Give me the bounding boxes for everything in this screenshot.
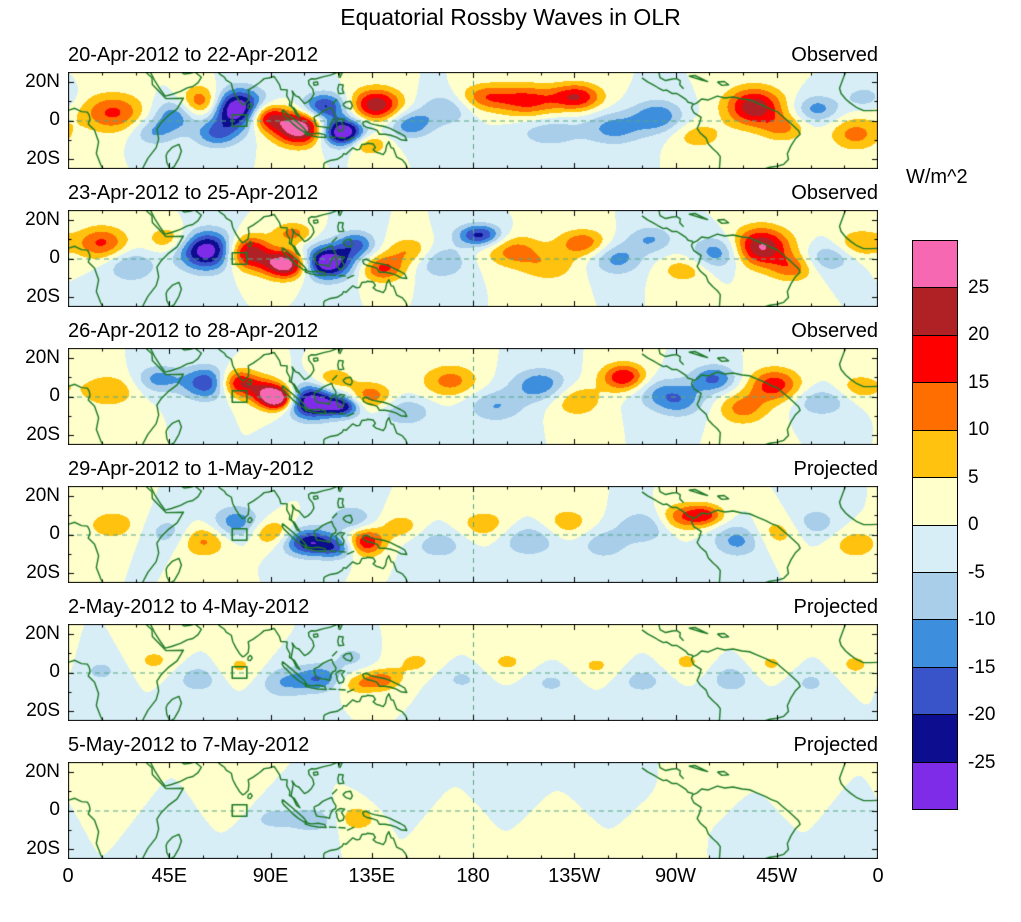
- colorbar-segment: [913, 620, 957, 668]
- y-tick-label: 20S: [26, 286, 60, 307]
- x-tick-label: 90W: [654, 865, 697, 887]
- colorbar-tick-label: 0: [968, 514, 979, 535]
- colorbar-segment: [913, 762, 957, 810]
- y-tick-label: 20N: [25, 761, 60, 782]
- y-tick-label: 0: [49, 661, 60, 682]
- colorbar-segment: [913, 667, 957, 716]
- panel-mode-label: Projected: [793, 596, 879, 618]
- panel-mode-label: Observed: [791, 320, 878, 342]
- x-tick-label: 0: [872, 865, 884, 887]
- map-panel-3: 26-Apr-2012 to 28-Apr-2012 Observed 20N …: [0, 318, 1021, 456]
- map-canvas: [68, 348, 878, 445]
- x-tick-label: 180: [456, 865, 490, 887]
- y-tick-label: 20N: [25, 71, 60, 92]
- colorbar-units-label: W/m^2: [906, 166, 968, 188]
- panel-date-range: 26-Apr-2012 to 28-Apr-2012: [68, 320, 319, 342]
- y-tick-label: 20S: [26, 148, 60, 169]
- y-tick-label: 20S: [26, 562, 60, 583]
- panel-date-range: 29-Apr-2012 to 1-May-2012: [68, 458, 314, 480]
- colorbar-segment: [913, 525, 957, 573]
- map-canvas: [68, 72, 878, 169]
- panel-mode-label: Projected: [793, 734, 879, 756]
- colorbar-tick-label: 15: [968, 371, 990, 393]
- y-tick-label: 20N: [25, 485, 60, 506]
- map-panel-6: 5-May-2012 to 7-May-2012 Projected 20N 0…: [0, 732, 1021, 870]
- panel-mode-label: Observed: [791, 182, 878, 204]
- map-canvas: [68, 762, 878, 859]
- colorbar-tick-label: 20: [968, 324, 990, 345]
- x-tick-label: 45W: [756, 865, 798, 887]
- y-tick-label: 20N: [25, 209, 60, 230]
- map-panel-2: 23-Apr-2012 to 25-Apr-2012 Observed 20N …: [0, 180, 1021, 318]
- y-tick-label: 0: [49, 385, 60, 406]
- colorbar-segment: [913, 335, 957, 384]
- map-canvas: [68, 486, 878, 583]
- y-tick-label: 20S: [26, 700, 60, 721]
- map-canvas: [68, 210, 878, 307]
- x-tick-label: 45E: [151, 865, 188, 887]
- panel-mode-label: Projected: [793, 458, 879, 480]
- colorbar-tick-label: -25: [968, 751, 996, 773]
- panel-date-range: 5-May-2012 to 7-May-2012: [68, 734, 310, 756]
- y-tick-label: 20N: [25, 623, 60, 644]
- panel-date-range: 23-Apr-2012 to 25-Apr-2012: [68, 182, 319, 204]
- colorbar: [912, 240, 958, 810]
- y-tick-label: 0: [49, 109, 60, 130]
- colorbar-segment: [913, 383, 957, 431]
- y-tick-label: 20S: [26, 838, 60, 859]
- colorbar-segment: [913, 715, 957, 763]
- colorbar-segment: [913, 478, 957, 526]
- x-tick-label: 0: [62, 865, 74, 887]
- colorbar-tick-label: 25: [968, 276, 990, 298]
- y-tick-label: 0: [49, 247, 60, 268]
- map-panel-1: 20-Apr-2012 to 22-Apr-2012 Observed 20N …: [0, 42, 1021, 180]
- colorbar-segment: [913, 572, 957, 621]
- y-tick-label: 20N: [25, 347, 60, 368]
- y-tick-label: 20S: [26, 424, 60, 445]
- colorbar-tick-label: 10: [968, 419, 990, 440]
- colorbar-segment: [913, 241, 957, 289]
- y-tick-label: 0: [49, 799, 60, 820]
- panel-date-range: 2-May-2012 to 4-May-2012: [68, 596, 310, 618]
- panel-mode-label: Observed: [791, 44, 878, 66]
- colorbar-tick-label: -15: [968, 656, 996, 678]
- panel-date-range: 20-Apr-2012 to 22-Apr-2012: [68, 44, 319, 66]
- x-tick-label: 135E: [348, 865, 396, 887]
- x-tick-label: 135W: [548, 865, 601, 887]
- map-panel-5: 2-May-2012 to 4-May-2012 Projected 20N 0…: [0, 594, 1021, 732]
- chart-title: Equatorial Rossby Waves in OLR: [340, 4, 681, 30]
- colorbar-tick-label: -5: [968, 561, 985, 583]
- map-panel-4: 29-Apr-2012 to 1-May-2012 Projected 20N …: [0, 456, 1021, 594]
- colorbar-tick-label: 5: [968, 466, 979, 488]
- y-tick-label: 0: [49, 523, 60, 544]
- colorbar-segment: [913, 430, 957, 479]
- colorbar-segment: [913, 288, 957, 336]
- x-tick-label: 90E: [252, 865, 289, 887]
- colorbar-tick-label: -20: [968, 704, 996, 725]
- colorbar-tick-label: -10: [968, 609, 996, 630]
- map-canvas: [68, 624, 878, 721]
